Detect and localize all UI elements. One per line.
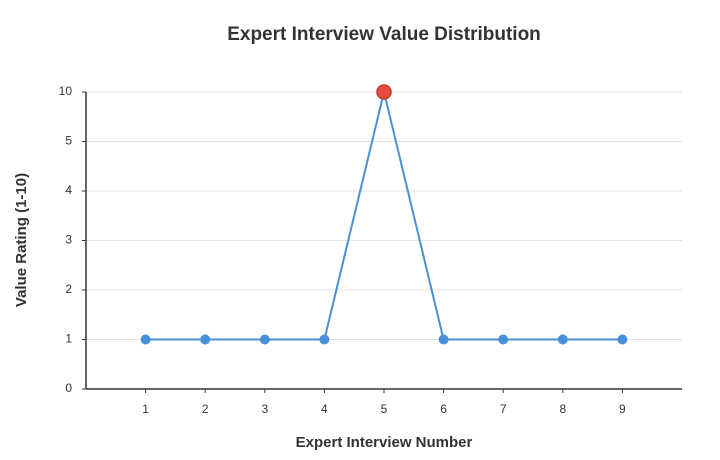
y-tick-label: 10	[59, 84, 73, 98]
x-tick-label: 3	[261, 402, 268, 416]
point	[557, 334, 568, 345]
point	[376, 84, 392, 100]
point	[200, 334, 211, 345]
y-axis-title: Value Rating (1-10)	[13, 173, 30, 307]
point	[259, 334, 270, 345]
x-tick-label: 9	[619, 402, 626, 416]
x-tick-label: 2	[202, 402, 209, 416]
x-axis-title: Expert Interview Number	[296, 434, 473, 451]
point	[617, 334, 628, 345]
point	[319, 334, 330, 345]
point	[498, 334, 509, 345]
y-tick-label: 5	[65, 134, 72, 148]
y-tick-label: 2	[65, 282, 72, 296]
chart-title: Expert Interview Value Distribution	[227, 24, 541, 45]
x-tick-label: 4	[321, 402, 328, 416]
y-tick-label: 1	[65, 332, 72, 346]
y-tick-label: 4	[65, 183, 72, 197]
x-tick-label: 7	[500, 402, 507, 416]
x-tick-label: 8	[559, 402, 566, 416]
point	[438, 334, 449, 345]
line	[145, 91, 623, 341]
x-tick-label: 5	[381, 402, 388, 416]
x-tick-label: 6	[440, 402, 447, 416]
point	[140, 334, 151, 345]
x-tick-label: 1	[142, 402, 149, 416]
y-tick-label: 3	[65, 233, 72, 247]
y-tick-label: 0	[65, 381, 72, 395]
